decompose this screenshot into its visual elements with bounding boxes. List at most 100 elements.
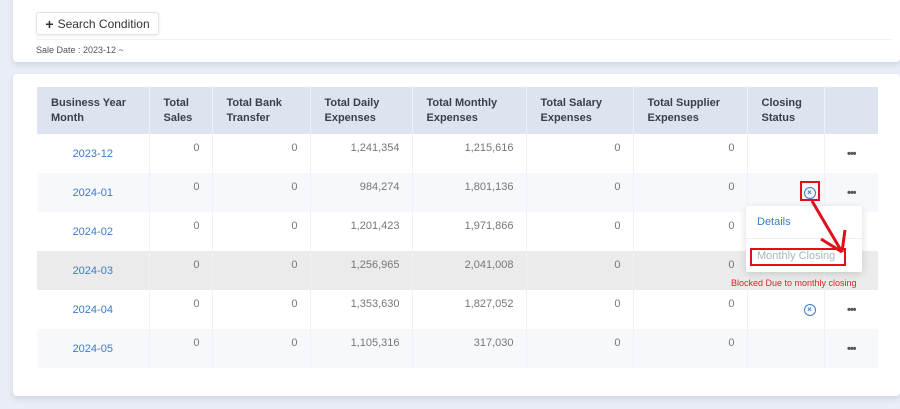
cell-value: 0 (193, 258, 200, 271)
search-panel: + Search Condition Sale Date : 2023-12 ~ (13, 0, 900, 62)
column-header: Business Year Month (37, 87, 150, 134)
search-condition-button[interactable]: + Search Condition (36, 12, 159, 35)
cell-month: 2024-03 (37, 251, 150, 290)
month-link[interactable]: 2024-03 (72, 264, 113, 277)
cell-sales: 0 (149, 212, 213, 251)
column-header-line: Business Year (51, 96, 127, 109)
cell-salary: 0 (526, 212, 634, 251)
cell-value: 0 (614, 141, 621, 154)
cell-value: 984,274 (359, 180, 400, 193)
column-header-line: Status (761, 111, 796, 124)
cell-value: 317,030 (473, 336, 514, 349)
cell-value: 1,353,630 (350, 297, 400, 310)
cell-value: 0 (193, 297, 200, 310)
column-header-line: Transfer (226, 111, 270, 124)
cell-daily: 1,105,316 (310, 329, 413, 368)
table-row: 2024-05 0 0 1,105,316 317,030 0 0 ••• (37, 329, 878, 368)
column-header-line: Total Monthly (426, 96, 498, 109)
divider (36, 39, 892, 40)
cell-value: 2,041,008 (464, 258, 514, 271)
column-header-line: Expenses (540, 111, 592, 124)
row-more-button[interactable]: ••• (824, 134, 878, 173)
cell-supplier: 0 (633, 212, 748, 251)
more-icon: ••• (846, 147, 857, 160)
cell-daily: 1,201,423 (310, 212, 413, 251)
cell-salary: 0 (526, 329, 634, 368)
cell-bank: 0 (212, 290, 311, 329)
column-header: Closing Status (747, 87, 825, 134)
cell-value: 0 (728, 180, 735, 193)
results-panel: Business Year Month Total Sales Total Bank Tr… (13, 74, 900, 396)
cell-value: 0 (614, 336, 621, 349)
cell-value: 0 (614, 180, 621, 193)
menu-item-details[interactable]: Details (746, 206, 862, 239)
column-header-line: Total Supplier (647, 96, 721, 109)
column-header-line: Total Bank (226, 96, 282, 109)
cell-value: 0 (614, 219, 621, 232)
column-header: Total Salary Expenses (526, 87, 634, 134)
cell-value: 1,971,866 (464, 219, 514, 232)
cell-sales: 0 (149, 134, 213, 173)
column-header-line: Total (163, 96, 189, 109)
cell-salary: 0 (526, 290, 634, 329)
cell-value: 1,201,423 (350, 219, 400, 232)
month-link[interactable]: 2023-12 (72, 147, 113, 160)
cell-value: 0 (728, 219, 735, 232)
cell-value: 0 (291, 141, 298, 154)
closed-status-icon[interactable]: × (803, 187, 816, 199)
cell-supplier: 0 (633, 173, 748, 212)
cell-value: 0 (614, 258, 621, 271)
month-link[interactable]: 2024-01 (72, 186, 113, 199)
month-link[interactable]: 2024-02 (72, 225, 113, 238)
column-header-line: Sales (163, 111, 193, 124)
cell-value: 0 (193, 219, 200, 232)
cell-value: 0 (614, 297, 621, 310)
cell-closing-status: × (747, 290, 825, 329)
cell-value: 0 (291, 336, 298, 349)
cell-month: 2024-02 (37, 212, 150, 251)
column-header (824, 87, 878, 134)
table-row: 2024-04 0 0 1,353,630 1,827,052 0 0 × ••• (37, 290, 878, 329)
cell-month: 2024-04 (37, 290, 150, 329)
cell-month: 2024-01 (37, 173, 150, 212)
more-icon: ••• (846, 186, 857, 199)
cell-sales: 0 (149, 251, 213, 290)
cell-value: 0 (291, 219, 298, 232)
cell-monthly: 1,801,136 (412, 173, 527, 212)
cell-bank: 0 (212, 329, 311, 368)
cell-value: 0 (728, 141, 735, 154)
cell-daily: 1,256,965 (310, 251, 413, 290)
month-link[interactable]: 2024-05 (72, 342, 113, 355)
cell-closing-status (747, 134, 825, 173)
cell-supplier: 0 (633, 251, 748, 290)
column-header: Total Monthly Expenses (412, 87, 527, 134)
search-condition-label: Search Condition (57, 16, 150, 31)
cell-daily: 1,241,354 (310, 134, 413, 173)
cell-bank: 0 (212, 251, 311, 290)
cell-closing-status (747, 329, 825, 368)
column-header: Total Bank Transfer (212, 87, 311, 134)
cell-supplier: 0 (633, 290, 748, 329)
cell-value: 0 (728, 258, 735, 271)
closed-status-icon[interactable]: × (803, 304, 816, 316)
sale-date-filter: Sale Date : 2023-12 ~ (36, 45, 124, 55)
row-more-button[interactable]: ••• (824, 329, 878, 368)
highlight-box-monthly-closing (750, 248, 846, 266)
cell-sales: 0 (149, 173, 213, 212)
cell-month: 2023-12 (37, 134, 150, 173)
cell-supplier: 0 (633, 134, 748, 173)
cell-salary: 0 (526, 173, 634, 212)
cell-value: 0 (291, 258, 298, 271)
cell-value: 1,256,965 (350, 258, 400, 271)
month-link[interactable]: 2024-04 (72, 303, 113, 316)
cell-bank: 0 (212, 173, 311, 212)
cell-salary: 0 (526, 251, 634, 290)
cell-monthly: 1,971,866 (412, 212, 527, 251)
cell-value: 0 (728, 336, 735, 349)
cell-monthly: 2,041,008 (412, 251, 527, 290)
column-header-line: Expenses (426, 111, 478, 124)
column-header: Total Daily Expenses (310, 87, 413, 134)
column-header-line: Total Salary (540, 96, 603, 109)
cell-value: 1,105,316 (350, 336, 400, 349)
row-more-button[interactable]: ••• (824, 290, 878, 329)
